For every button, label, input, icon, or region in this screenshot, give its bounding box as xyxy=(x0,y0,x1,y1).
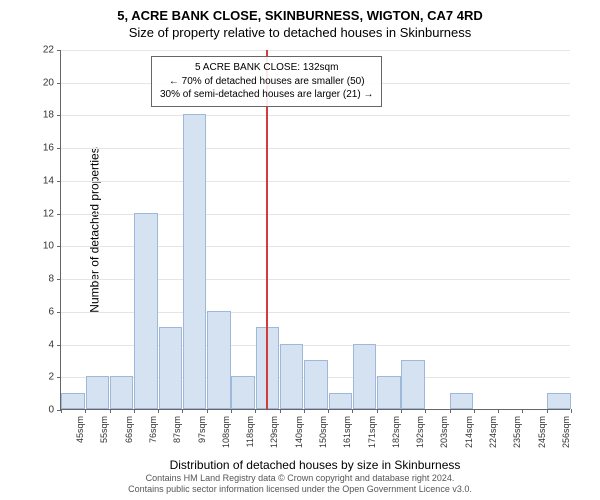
gridline xyxy=(61,115,570,116)
xtick-label: 140sqm xyxy=(294,416,304,448)
xtick-mark xyxy=(134,409,135,413)
gridline xyxy=(61,181,570,182)
xtick-label: 256sqm xyxy=(561,416,571,448)
xtick-mark xyxy=(401,409,402,413)
xtick-label: 192sqm xyxy=(415,416,425,448)
ytick-label: 12 xyxy=(24,208,54,219)
ytick-label: 20 xyxy=(24,77,54,88)
histogram-bar xyxy=(183,114,206,409)
ytick-label: 4 xyxy=(24,339,54,350)
xtick-label: 161sqm xyxy=(342,416,352,448)
histogram-bar xyxy=(329,393,352,409)
xtick-mark xyxy=(498,409,499,413)
x-axis-label: Distribution of detached houses by size … xyxy=(60,458,570,472)
xtick-mark xyxy=(304,409,305,413)
xtick-label: 87sqm xyxy=(172,416,182,443)
ytick-label: 16 xyxy=(24,143,54,154)
xtick-label: 66sqm xyxy=(124,416,134,443)
ytick-label: 18 xyxy=(24,110,54,121)
xtick-mark xyxy=(182,409,183,413)
xtick-label: 118sqm xyxy=(245,416,255,447)
footer-attribution: Contains HM Land Registry data © Crown c… xyxy=(0,473,600,496)
xtick-label: 245sqm xyxy=(537,416,547,448)
chart-area: Number of detached properties 5 ACRE BAN… xyxy=(60,50,570,410)
ytick-mark xyxy=(57,83,61,84)
xtick-mark xyxy=(85,409,86,413)
histogram-bar xyxy=(547,393,570,409)
histogram-bar xyxy=(304,360,327,409)
ytick-label: 22 xyxy=(24,45,54,56)
histogram-bar xyxy=(401,360,424,409)
xtick-label: 55sqm xyxy=(99,416,109,443)
ytick-mark xyxy=(57,246,61,247)
ytick-mark xyxy=(57,181,61,182)
footer-line2: Contains public sector information licen… xyxy=(0,484,600,496)
ytick-label: 0 xyxy=(24,405,54,416)
ytick-label: 2 xyxy=(24,372,54,383)
histogram-bar xyxy=(86,376,109,409)
ytick-mark xyxy=(57,312,61,313)
xtick-mark xyxy=(207,409,208,413)
histogram-bar xyxy=(207,311,230,409)
plot-region: 5 ACRE BANK CLOSE: 132sqm← 70% of detach… xyxy=(60,50,570,410)
xtick-mark xyxy=(328,409,329,413)
histogram-bar xyxy=(280,344,303,409)
ytick-label: 8 xyxy=(24,274,54,285)
annotation-line3: 30% of semi-detached houses are larger (… xyxy=(160,88,373,102)
xtick-label: 171sqm xyxy=(367,416,377,448)
ytick-label: 10 xyxy=(24,241,54,252)
xtick-label: 108sqm xyxy=(221,416,231,448)
xtick-label: 235sqm xyxy=(512,416,522,448)
xtick-label: 97sqm xyxy=(197,416,207,443)
histogram-bar xyxy=(377,376,400,409)
xtick-mark xyxy=(61,409,62,413)
xtick-mark xyxy=(280,409,281,413)
ytick-mark xyxy=(57,115,61,116)
xtick-mark xyxy=(352,409,353,413)
xtick-mark xyxy=(158,409,159,413)
page-title-address: 5, ACRE BANK CLOSE, SKINBURNESS, WIGTON,… xyxy=(0,0,600,23)
annotation-box: 5 ACRE BANK CLOSE: 132sqm← 70% of detach… xyxy=(151,56,382,107)
histogram-bar xyxy=(110,376,133,409)
histogram-bar xyxy=(450,393,473,409)
xtick-label: 150sqm xyxy=(318,416,328,448)
ytick-mark xyxy=(57,377,61,378)
annotation-line1: 5 ACRE BANK CLOSE: 132sqm xyxy=(160,61,373,75)
xtick-mark xyxy=(231,409,232,413)
histogram-bar xyxy=(353,344,376,409)
ytick-label: 6 xyxy=(24,306,54,317)
footer-line1: Contains HM Land Registry data © Crown c… xyxy=(0,473,600,485)
gridline xyxy=(61,148,570,149)
xtick-mark xyxy=(474,409,475,413)
xtick-label: 224sqm xyxy=(488,416,498,448)
xtick-mark xyxy=(110,409,111,413)
ytick-mark xyxy=(57,345,61,346)
xtick-label: 214sqm xyxy=(464,416,474,448)
xtick-label: 203sqm xyxy=(439,416,449,448)
histogram-bar xyxy=(61,393,84,409)
xtick-mark xyxy=(377,409,378,413)
gridline xyxy=(61,50,570,51)
xtick-mark xyxy=(522,409,523,413)
xtick-label: 76sqm xyxy=(148,416,158,443)
ytick-mark xyxy=(57,148,61,149)
xtick-mark xyxy=(450,409,451,413)
xtick-mark xyxy=(547,409,548,413)
xtick-mark xyxy=(255,409,256,413)
page-subtitle: Size of property relative to detached ho… xyxy=(0,23,600,44)
ytick-label: 14 xyxy=(24,175,54,186)
histogram-bar xyxy=(134,213,157,409)
ytick-mark xyxy=(57,50,61,51)
ytick-mark xyxy=(57,214,61,215)
xtick-label: 182sqm xyxy=(391,416,401,448)
xtick-mark xyxy=(425,409,426,413)
xtick-mark xyxy=(571,409,572,413)
histogram-bar xyxy=(159,327,182,409)
xtick-label: 129sqm xyxy=(269,416,279,448)
xtick-label: 45sqm xyxy=(75,416,85,443)
histogram-bar xyxy=(231,376,254,409)
annotation-line2: ← 70% of detached houses are smaller (50… xyxy=(160,75,373,89)
ytick-mark xyxy=(57,279,61,280)
